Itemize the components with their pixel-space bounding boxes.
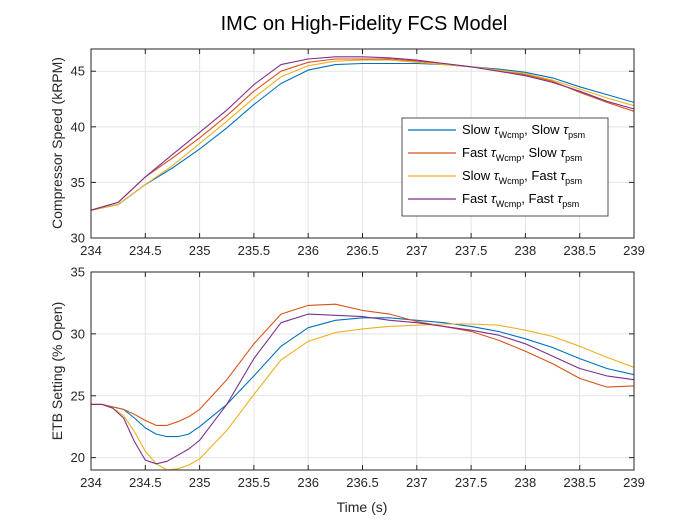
x-tick-label: 237.5 [455, 475, 488, 490]
x-tick-label: 239 [623, 475, 645, 490]
top-tick-labels: 234 234.5 235 235.5 236 236.5 237 237.5 238 238.5… [71, 49, 645, 258]
x-tick-label: 238.5 [563, 243, 596, 258]
series-line-2 [90, 58, 635, 211]
series-line-1 [90, 62, 635, 211]
series-line-4 [91, 313, 635, 465]
series-line-3 [91, 323, 635, 471]
bottom-xlabel: Time (s) [337, 499, 388, 515]
x-tick-label: 235 [189, 475, 211, 490]
legend: Slow τWcmp, Slow τpsm Fast τWcmp, Slow τp… [401, 117, 609, 217]
x-tick-label: 236.5 [346, 475, 379, 490]
x-tick-label: 236.5 [346, 243, 379, 258]
legend-label-2: Fast τWcmp, Slow τpsm [462, 145, 582, 163]
x-tick-label: 234 [80, 475, 102, 490]
legend-label-4: Fast τWcmp, Fast τpsm [462, 191, 579, 209]
x-tick-label: 236 [297, 475, 319, 490]
top-ylabel: Compressor Speed (kRPM) [49, 57, 65, 229]
x-tick-label: 235.5 [238, 243, 271, 258]
x-tick-label: 234 [80, 243, 102, 258]
x-tick-label: 237 [406, 243, 428, 258]
x-tick-label: 239 [623, 243, 645, 258]
x-tick-label: 235 [189, 243, 211, 258]
x-tick-label: 234.5 [129, 243, 162, 258]
bottom-tick-labels: 234 234.5 235 235.5 236 236.5 237 237.5 238 238.5… [71, 265, 645, 491]
etb-setting-axes: 234 234.5 235 235.5 236 236.5 237 237.5 238 238.5… [49, 265, 645, 516]
y-tick-label: 35 [71, 265, 85, 280]
x-tick-label: 235.5 [238, 475, 271, 490]
x-tick-label: 238.5 [563, 475, 596, 490]
x-tick-label: 234.5 [129, 475, 162, 490]
bottom-series-lines [91, 303, 635, 471]
top-series-lines [90, 56, 635, 211]
series-line-2 [91, 303, 635, 426]
y-tick-label: 30 [71, 231, 85, 246]
y-tick-label: 40 [71, 119, 85, 134]
series-line-3 [90, 59, 635, 211]
y-tick-label: 20 [71, 450, 85, 465]
legend-box [401, 117, 609, 217]
x-tick-label: 238 [515, 475, 537, 490]
chart-title: IMC on High-Fidelity FCS Model [221, 13, 508, 35]
y-tick-label: 35 [71, 175, 85, 190]
x-tick-label: 238 [515, 243, 537, 258]
x-tick-label: 237 [406, 475, 428, 490]
y-tick-label: 45 [71, 64, 85, 79]
legend-label-1: Slow τWcmp, Slow τpsm [462, 122, 585, 140]
x-tick-label: 237.5 [455, 243, 488, 258]
x-tick-label: 236 [297, 243, 319, 258]
y-tick-label: 30 [71, 326, 85, 341]
series-line-4 [90, 56, 635, 211]
bottom-ylabel: ETB Setting (% Open) [49, 302, 65, 441]
y-tick-label: 25 [71, 388, 85, 403]
legend-label-3: Slow τWcmp, Fast τpsm [462, 168, 582, 186]
series-line-1 [91, 317, 635, 438]
